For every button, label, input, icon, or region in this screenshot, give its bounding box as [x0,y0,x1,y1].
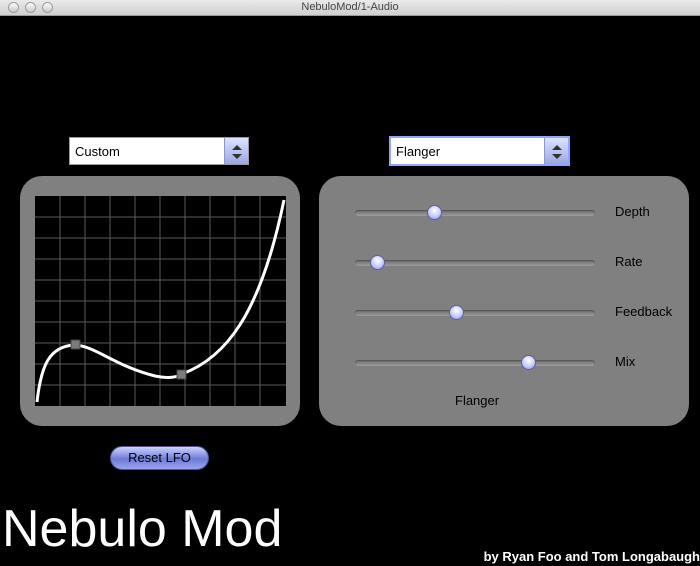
feedback-slider[interactable] [355,305,595,320]
slider-track[interactable] [355,260,595,266]
select-arrows-icon[interactable] [544,138,568,164]
lfo-curve-editor[interactable] [35,196,286,406]
window-title: NebuloMod/1-Audio [301,1,399,13]
curve-control-point [70,339,81,350]
slider-thumb[interactable] [448,305,464,320]
close-window-icon[interactable] [8,2,19,13]
slider-track[interactable] [355,360,595,366]
credits-text: by Ryan Foo and Tom Longabaugh [483,549,700,564]
effect-type-select[interactable]: Flanger [389,136,570,166]
reset-lfo-button[interactable]: Reset LFO [110,446,209,470]
depth-label: Depth [615,204,650,219]
lfo-panel [20,176,300,426]
effect-name-label: Flanger [455,393,500,408]
lfo-shape-value: Custom [75,144,120,159]
mix-label: Mix [615,354,636,369]
depth-slider[interactable] [355,205,595,220]
lfo-shape-select[interactable]: Custom [69,137,249,165]
mix-slider[interactable] [355,355,595,370]
rate-label: Rate [615,254,643,269]
lfo-curve [35,199,286,403]
curve-control-point [176,369,187,380]
rate-slider[interactable] [355,255,595,270]
zoom-window-icon[interactable] [42,2,53,13]
slider-thumb[interactable] [369,255,385,270]
minimize-window-icon[interactable] [25,2,36,13]
slider-thumb[interactable] [520,355,536,370]
slider-track[interactable] [355,210,595,216]
app-logo-text: Nebulo Mod [2,500,283,558]
slider-track[interactable] [355,310,595,316]
feedback-label: Feedback [615,304,673,319]
select-arrows-icon[interactable] [224,138,248,164]
window-titlebar: NebuloMod/1-Audio [0,0,700,16]
effect-panel [319,176,689,426]
slider-thumb[interactable] [427,205,443,220]
effect-type-value: Flanger [396,144,441,159]
lfo-curve-graph[interactable] [35,196,286,406]
